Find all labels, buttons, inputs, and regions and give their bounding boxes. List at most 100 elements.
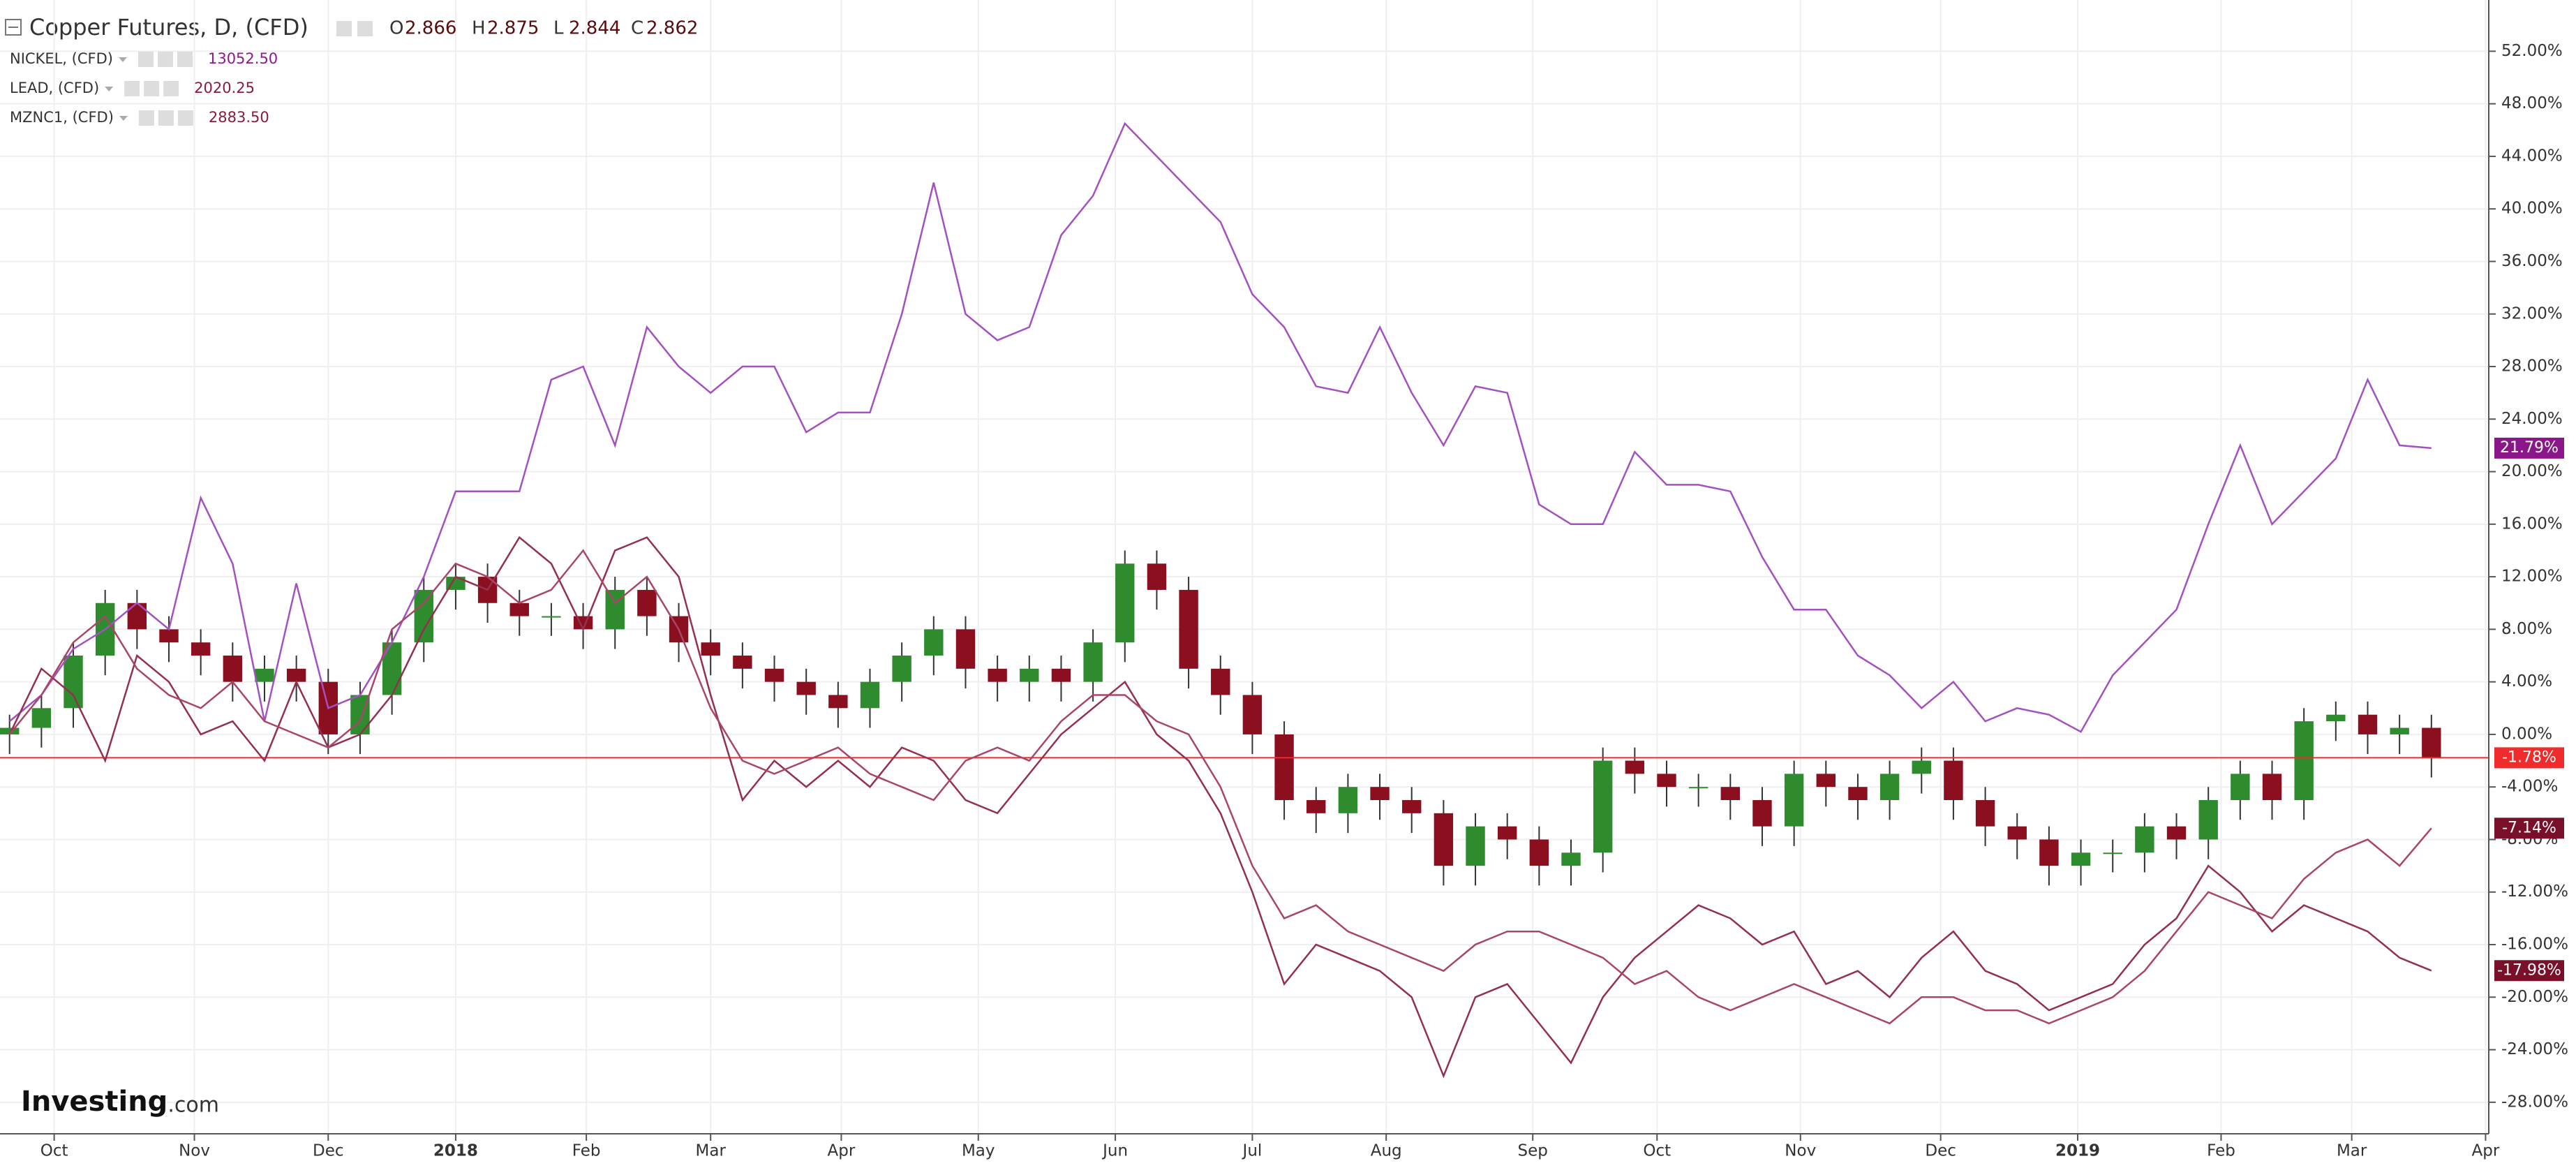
candle-body [1848,787,1868,801]
settings-icon[interactable] [357,21,373,36]
legend-icon[interactable] [137,52,154,67]
ohlc-value: 2.862 [646,18,698,39]
candle-body [2071,852,2091,866]
candle-body [1466,826,1485,866]
price-tag-label: 21.79% [2500,439,2559,457]
x-tick-label: Jun [1101,1142,1128,1160]
candle-body [1944,760,1963,801]
legend-icon[interactable] [158,110,174,126]
candle-body [31,708,52,728]
candle-body [1561,852,1581,866]
candle-body [414,589,433,643]
legend-icon[interactable] [177,110,193,126]
ohlc-label: L [553,18,564,39]
y-tick-label: 24.00% [2501,410,2563,428]
candle-body [2390,727,2409,734]
candle-body [286,668,306,682]
y-tick-label: -28.00% [2501,1093,2568,1111]
candle-body [1625,760,1645,774]
candle-body [1115,563,1135,643]
candle-body [2135,826,2154,853]
candle-body [1434,813,1454,866]
candle-body [988,668,1007,682]
candle-body [796,681,816,695]
legend-value: 2883.50 [209,109,269,126]
x-tick-label: Nov [179,1142,210,1160]
candle-body [605,589,625,630]
candle-body [2039,839,2059,866]
x-tick-label: Apr [2472,1142,2500,1160]
y-tick-label: -12.00% [2501,882,2568,901]
candle-body [1752,800,1772,827]
price-tag [2494,818,2564,839]
price-tag [2494,747,2564,769]
price-tag-label: -17.98% [2497,961,2561,979]
price-tag [2494,960,2564,982]
candle-body [701,642,720,656]
candle-body [828,695,848,709]
candle-body [542,616,561,618]
y-tick-label: 16.00% [2501,515,2563,533]
ohlc-label: H [472,18,486,39]
candle-body [892,656,911,682]
candle-body [446,577,466,590]
y-tick-label: 36.00% [2501,252,2563,270]
legend-dropdown[interactable] [119,116,128,121]
y-tick-label: -16.00% [2501,936,2568,954]
candle-body [64,656,83,709]
candle-body [127,603,147,630]
y-tick-label: -20.00% [2501,988,2568,1006]
candle-body [1242,695,1263,734]
candle-body [2262,774,2282,801]
x-tick-label: Feb [2207,1142,2235,1160]
x-tick-label: Apr [828,1142,856,1160]
collapse-button[interactable] [5,19,22,36]
legend-icon[interactable] [177,52,193,67]
candle-body [1912,760,1931,774]
settings-icon[interactable] [336,21,352,36]
candle-body [1402,800,1422,813]
candle-body [1370,787,1390,801]
legend-dropdown[interactable] [105,87,114,91]
candle-body [1720,787,1741,801]
candle-body [2294,721,2314,801]
logo-main: Investing [21,1086,167,1118]
candle-body [1784,774,1804,827]
candle-body [382,642,402,695]
x-tick-label: Feb [572,1142,601,1160]
y-tick-label: 44.00% [2501,147,2563,165]
ohlc-value: 2.875 [487,18,539,39]
price-tag [2494,437,2564,459]
legend-dropdown[interactable] [118,57,127,62]
line-series [8,549,2432,1025]
legend-icon[interactable] [157,52,173,67]
legend-icon[interactable] [144,81,160,96]
candle-body [2198,800,2218,840]
legend-icon[interactable] [138,110,154,126]
candle-body [1083,642,1103,682]
y-tick-label: 12.00% [2501,568,2563,586]
y-tick-label: -4.00% [2501,778,2558,796]
candle-body [1147,563,1167,590]
candle-body [733,656,752,669]
candle-body [2231,774,2250,801]
candle-body [191,642,211,656]
candle-body [2326,714,2346,722]
y-tick-label: 8.00% [2501,620,2552,638]
candle-body [1338,787,1358,813]
legend-icon[interactable] [163,81,179,96]
candle-body [1816,774,1836,788]
candle-body [1497,826,1517,840]
candle-body [1879,774,1900,801]
candle-body [1529,839,1549,866]
candle-body [255,668,274,682]
legend-icon[interactable] [124,81,140,96]
y-tick-label: -24.00% [2501,1040,2568,1058]
legend-name: NICKEL, (CFD) [10,50,113,67]
x-tick-label: Oct [1643,1142,1671,1160]
candle-body [0,727,20,734]
candle-body [1274,734,1294,801]
y-tick-label: 52.00% [2501,42,2563,60]
